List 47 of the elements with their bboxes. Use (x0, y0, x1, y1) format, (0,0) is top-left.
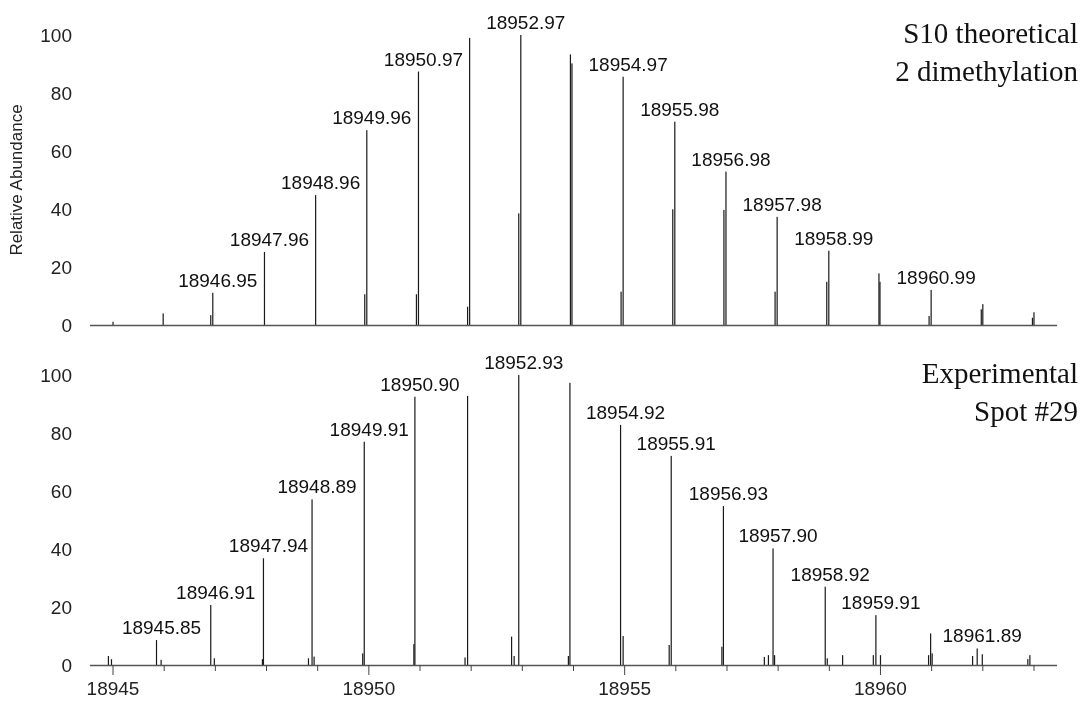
annotation: 18945.85 (121, 617, 202, 639)
annotation: 18959.91 (841, 592, 921, 614)
y-tick-label: 60 (50, 140, 72, 162)
annotation: 18956.93 (688, 483, 769, 505)
annotation: 18955.91 (636, 432, 716, 454)
annotation: 18960.99 (896, 266, 976, 288)
annotation: 18949.96 (332, 107, 412, 129)
annotation: 18947.96 (229, 228, 310, 250)
annotation: 18958.92 (790, 563, 870, 585)
y-tick-label: 20 (50, 596, 72, 618)
y-tick-label: 80 (50, 422, 72, 444)
annotation: 18949.91 (329, 418, 409, 440)
y-tick-label: 60 (50, 480, 72, 502)
annotation: 18950.90 (380, 373, 460, 395)
x-tick-label: 18955 (598, 678, 652, 699)
x-tick-label: 18945 (86, 678, 140, 699)
x-tick-label: 18960 (854, 678, 907, 699)
y-axis-title: Relative Abundance (7, 104, 26, 256)
annotation: 18957.90 (738, 525, 818, 547)
y-tick-label: 40 (50, 538, 72, 560)
annotation: 18948.89 (277, 476, 357, 498)
y-tick-label: 20 (50, 256, 72, 278)
annotation: 18957.98 (742, 193, 822, 215)
annotation: 18952.97 (486, 12, 566, 33)
y-tick-label: 80 (50, 82, 72, 104)
annotation: 18955.98 (640, 98, 720, 120)
annotation: 18961.89 (942, 625, 1022, 647)
annotation: 18946.91 (176, 581, 256, 603)
chart-title: Experimental (921, 357, 1078, 389)
annotation: 18958.99 (794, 227, 874, 249)
text: Spot #29 (974, 395, 1078, 427)
y-tick-label: 40 (50, 198, 72, 220)
annotation: 18954.97 (588, 53, 668, 75)
y-tick-label: 0 (61, 314, 72, 336)
y-tick-label: 100 (40, 364, 72, 386)
y-tick-label: 0 (61, 654, 72, 676)
annotation: 18954.92 (585, 401, 666, 423)
annotation: 18956.98 (691, 148, 771, 170)
x-tick-label: 18950 (342, 678, 396, 699)
annotation: 18947.94 (228, 535, 309, 557)
text: 2 dimethylation (895, 55, 1079, 87)
y-tick-label: 100 (40, 24, 72, 46)
annotation: 18948.96 (281, 172, 361, 194)
annotation: 18950.97 (383, 48, 464, 70)
chart-title: S10 theoretical (903, 17, 1078, 49)
annotation: 18952.93 (484, 352, 564, 373)
annotation: 18946.95 (178, 269, 258, 291)
